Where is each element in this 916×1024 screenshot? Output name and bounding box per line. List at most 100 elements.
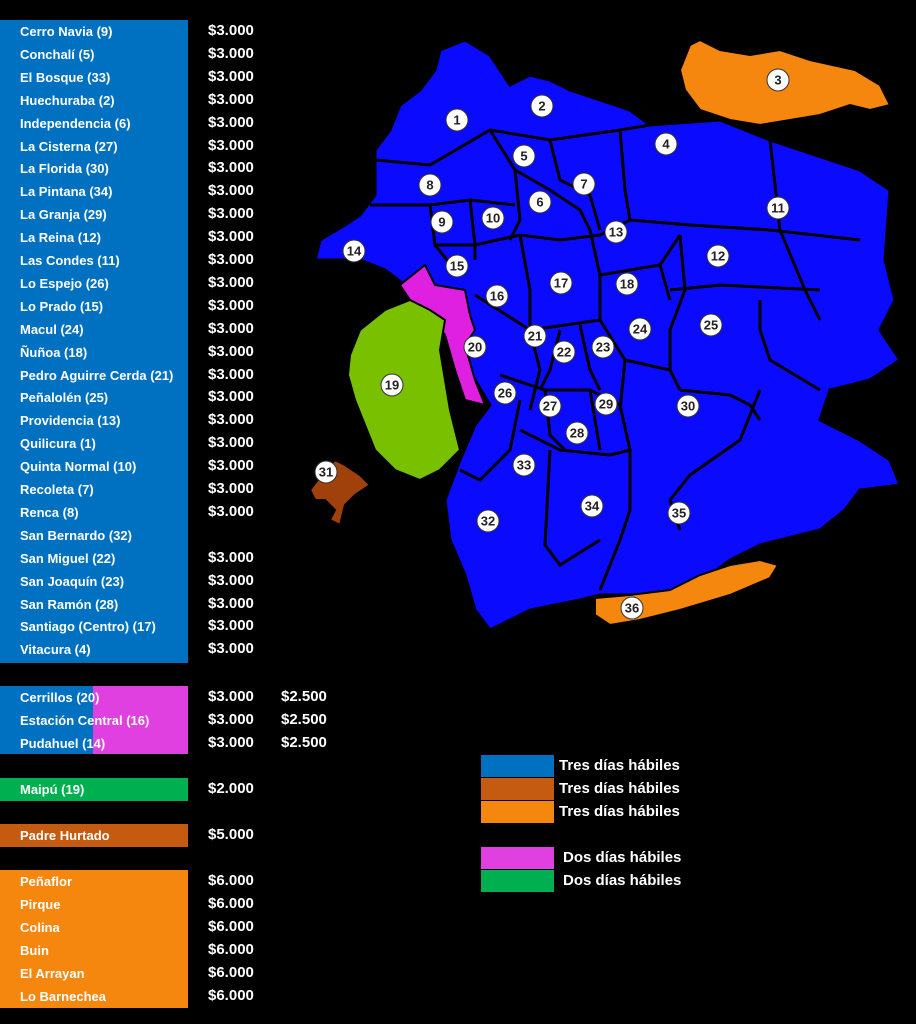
badge-circle: [580, 494, 604, 518]
comuna-name: La Cisterna (27): [20, 138, 118, 154]
comuna-name: Lo Espejo (26): [20, 275, 109, 291]
comuna-name: El Arrayan: [20, 965, 85, 981]
comuna-price: $3.000: [208, 90, 254, 108]
badge-circle: [485, 284, 509, 308]
comuna-name: Peñalolén (25): [20, 390, 109, 406]
price-row: Renca (8) $3.000: [0, 502, 400, 525]
badge-circle: [766, 68, 790, 92]
comuna-number-badge: 7: [572, 172, 596, 196]
badge-circle: [538, 394, 562, 418]
badge-number: 19: [385, 378, 399, 393]
comuna-number-badge: 1: [445, 108, 469, 132]
badge-circle: [654, 132, 678, 156]
comuna-name: Providencia (13): [20, 413, 121, 429]
comuna-price: $6.000: [208, 963, 254, 981]
price-row: San Joaquín (23) $3.000: [0, 571, 400, 594]
comuna-price: $3.000: [208, 640, 254, 658]
comuna-price: $3.000: [208, 480, 254, 497]
legend-swatch: [481, 870, 554, 892]
price-row: Las Condes (11) $3.000: [0, 250, 400, 273]
price-row: Ñuñoa (18) $3.000: [0, 342, 400, 365]
badge-circle: [591, 335, 615, 359]
badge-number: 18: [620, 277, 634, 292]
badge-number: 23: [596, 340, 610, 355]
badge-number: 7: [580, 177, 587, 192]
price-row: Cerro Navia (9) $3.000: [0, 21, 400, 44]
badge-number: 34: [585, 499, 600, 514]
price-row: Pudahuel (14) $3.000 $2.500: [0, 733, 400, 756]
badge-circle: [493, 381, 517, 405]
price-row: Providencia (13) $3.000: [0, 410, 400, 433]
comuna-number-badge: 28: [565, 421, 589, 445]
dos-dias-green-block: [0, 778, 188, 801]
badge-number: 4: [662, 137, 670, 152]
comuna-name: La Pintana (34): [20, 184, 113, 200]
badge-number: 24: [633, 322, 648, 337]
price-row: La Florida (30) $3.000: [0, 158, 400, 181]
badge-number: 8: [426, 178, 433, 193]
legend-label: Dos días hábiles: [563, 849, 682, 866]
comuna-price: $3.000: [208, 571, 254, 589]
legend-label: Tres días hábiles: [559, 780, 680, 797]
comuna-number-badge: 17: [549, 271, 573, 295]
badge-number: 11: [771, 201, 785, 216]
comuna-name: San Miguel (22): [20, 550, 116, 566]
comuna-price: $3.000: [208, 228, 254, 246]
tres-dias-orange-block: [0, 870, 188, 1008]
comuna-price: $3.000: [208, 319, 254, 337]
tres-dias-blue-block: [0, 20, 188, 663]
price-row: Macul (24) $3.000: [0, 319, 400, 342]
comuna-name: Huechuraba (2): [20, 92, 115, 108]
badge-number: 30: [681, 399, 695, 414]
comuna-number-badge: 27: [538, 394, 562, 418]
dos-dias-pink-block: [0, 686, 188, 754]
badge-circle: [766, 196, 790, 220]
badge-number: 26: [498, 386, 512, 401]
price-row: Independencia (6) $3.000: [0, 113, 400, 136]
legend-swatch: [481, 847, 554, 869]
comuna-number-badge: 24: [628, 317, 652, 341]
badge-circle: [418, 173, 442, 197]
comuna-name: Santiago (Centro) (17): [20, 619, 156, 635]
comuna-price: $6.000: [208, 986, 254, 1004]
price-row: Lo Prado (15) $3.000: [0, 296, 400, 319]
comuna-number-badge: 9: [430, 210, 454, 234]
badge-number: 32: [481, 514, 495, 529]
comuna-price: $6.000: [208, 894, 254, 912]
comuna-price: $3.000: [208, 710, 254, 728]
badge-circle: [565, 421, 589, 445]
comuna-price-alt: $2.500: [281, 733, 327, 751]
badge-number: 36: [625, 601, 639, 616]
comuna-price: $3.000: [208, 388, 254, 406]
price-row: Lo Espejo (26) $3.000: [0, 273, 400, 296]
badge-circle: [314, 460, 338, 484]
comuna-number-badge: 8: [418, 173, 442, 197]
comuna-price: $3.000: [208, 434, 254, 452]
comuna-name: Colina: [20, 919, 60, 935]
comuna-name: Macul (24): [20, 321, 84, 337]
badge-circle: [552, 340, 576, 364]
comuna-name: El Bosque (33): [20, 69, 111, 85]
price-row: Huechuraba (2) $3.000: [0, 90, 400, 113]
comuna-price: $6.000: [208, 917, 254, 935]
comuna-name: Cerro Navia (9): [20, 24, 113, 39]
comuna-number-badge: 14: [342, 239, 366, 263]
comuna-name: La Granja (29): [20, 207, 107, 223]
badge-circle: [463, 335, 487, 359]
comuna-price: $3.000: [208, 251, 254, 268]
comuna-name: San Bernardo (32): [20, 527, 132, 543]
price-row: Buin $6.000: [0, 940, 400, 963]
badge-circle: [445, 108, 469, 132]
comuna-name: Ñuñoa (18): [20, 344, 88, 360]
badge-circle: [572, 172, 596, 196]
badge-circle: [549, 271, 573, 295]
comuna-number-badge: 21: [523, 324, 547, 348]
price-row: San Ramón (28) $3.000: [0, 594, 400, 617]
comuna-number-badge: 12: [706, 244, 730, 268]
comuna-name: San Ramón (28): [20, 596, 119, 612]
badge-number: 35: [672, 506, 686, 521]
badge-circle: [342, 239, 366, 263]
badge-circle: [620, 596, 644, 620]
comuna-number-badge: 18: [615, 272, 639, 296]
comuna-price: $3.000: [208, 113, 254, 131]
